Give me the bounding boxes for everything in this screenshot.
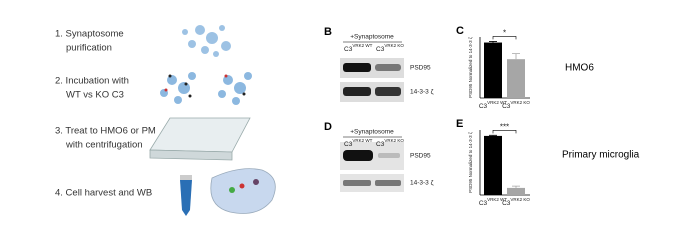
label-base: C3 xyxy=(479,103,488,110)
lane-label: C3VRK2 KO xyxy=(502,197,530,207)
blot-band xyxy=(375,87,401,96)
label-base: C3 xyxy=(502,200,511,207)
significance: * xyxy=(503,29,506,38)
blots xyxy=(340,58,404,192)
label-sup: VRK2 KO xyxy=(510,197,530,202)
figure: 1. Synaptosome purification 2. Incubatio… xyxy=(55,25,640,216)
lane-label: C3VRK2 KO xyxy=(376,43,404,53)
panel-label: B xyxy=(324,26,332,38)
lane-label: C3VRK2 WT xyxy=(479,100,508,110)
label-base: C3 xyxy=(376,46,385,53)
y-axis-label: PSD95 Normalized to 14-3-3 ζ xyxy=(468,37,473,98)
blot-row-label: PSD95 xyxy=(410,153,431,160)
step-text: with centrifugation xyxy=(65,140,143,151)
bar xyxy=(507,187,525,195)
label-sup: VRK2 KO xyxy=(384,138,404,143)
synaptosomes xyxy=(182,25,231,57)
label-base: C3 xyxy=(502,103,511,110)
label-sup: VRK2 WT xyxy=(352,138,372,143)
significance: *** xyxy=(500,122,509,131)
bar xyxy=(507,59,525,98)
error-bar xyxy=(489,41,497,43)
bar xyxy=(484,42,502,98)
step-text: 2. Incubation with xyxy=(55,76,129,87)
blot-row-label: 14-3-3 ζ xyxy=(410,89,434,96)
cell-type: HMO6 xyxy=(565,63,594,74)
lane-label: C3VRK2 WT xyxy=(479,197,508,207)
cell-type: Primary microglia xyxy=(562,150,640,161)
blot-band xyxy=(343,180,371,186)
step-text: purification xyxy=(66,43,112,54)
label-sup: VRK2 KO xyxy=(384,43,404,48)
label-base: C3 xyxy=(344,46,353,53)
blot-band xyxy=(343,150,373,161)
error-bar xyxy=(512,185,520,188)
harvest xyxy=(180,168,276,216)
y-axis-label: PSD95 Normalized to 14-3-3 ζ xyxy=(468,132,473,193)
treatment: +Synaptosome xyxy=(350,129,394,136)
step-text: 4. Cell harvest and WB xyxy=(55,188,152,199)
blot-strip xyxy=(340,174,404,192)
label-sup: VRK2 WT xyxy=(487,197,507,202)
lane-label: C3VRK2 WT xyxy=(344,138,373,148)
incubation-ko xyxy=(218,72,252,105)
blot-band xyxy=(375,64,401,71)
blot-row-label: PSD95 xyxy=(410,65,431,72)
culture-plate xyxy=(149,117,251,161)
bar xyxy=(484,135,502,195)
error-bar xyxy=(512,53,520,60)
significance-bracket xyxy=(492,130,517,134)
lane-label: C3VRK2 KO xyxy=(502,100,530,110)
schematic: 1. Synaptosome purification 2. Incubatio… xyxy=(55,25,276,216)
panel-label: C xyxy=(456,25,464,37)
lane-label: C3VRK2 WT xyxy=(344,43,373,53)
panel-label: E xyxy=(456,118,463,130)
significance-bracket xyxy=(492,36,517,40)
step-text: 1. Synaptosome xyxy=(55,29,124,40)
treatment: +Synaptosome xyxy=(350,34,394,41)
step-text: 3. Treat to HMO6 or PM xyxy=(55,126,156,137)
panel-label: D xyxy=(324,121,332,133)
blot-band xyxy=(343,87,371,96)
incubation-wt xyxy=(160,72,196,104)
label-base: C3 xyxy=(344,141,353,148)
lane-label: C3VRK2 KO xyxy=(376,138,404,148)
blot-band xyxy=(343,63,371,72)
label-sup: VRK2 KO xyxy=(510,100,530,105)
step-text: WT vs KO C3 xyxy=(66,90,124,101)
error-bar xyxy=(489,134,497,136)
label-sup: VRK2 WT xyxy=(352,43,372,48)
label-base: C3 xyxy=(376,141,385,148)
blot-row-label: 14-3-3 ζ xyxy=(410,180,434,187)
blot-band xyxy=(375,180,401,186)
blot-band xyxy=(378,153,400,158)
label-sup: VRK2 WT xyxy=(487,100,507,105)
label-base: C3 xyxy=(479,200,488,207)
